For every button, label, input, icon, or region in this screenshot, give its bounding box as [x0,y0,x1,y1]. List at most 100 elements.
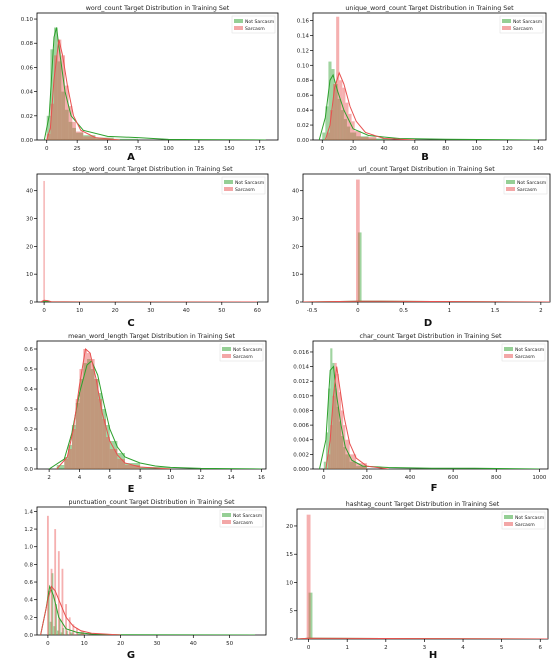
chart-title: word_count Target Distribution in Traini… [86,5,230,12]
histogram-bar [334,362,337,469]
y-tick-label: 5 [290,609,294,615]
x-tick-label: 20 [117,641,124,647]
y-tick-label: 0.000 [293,467,309,473]
plot-area [319,348,540,469]
x-tick-label: 4 [78,475,82,481]
histogram-bar [345,102,349,140]
histogram-bar [64,457,69,469]
histogram-bar [368,138,392,140]
histogram-bar [57,39,62,140]
chart-title: stop_word_count Target Distribution in T… [72,166,233,173]
histogram-bar [330,348,333,469]
histogram-bar [340,110,344,140]
kde-line-not-sarcasm [319,365,540,469]
kde-line-sarcasm [46,39,120,140]
histogram-bar [124,463,141,469]
histogram-bar [50,568,53,635]
y-tick-label: 0.012 [293,379,309,385]
y-tick-label: 0.6 [24,347,33,353]
legend-swatch [504,515,513,519]
histogram-bar [109,441,118,469]
legend-entry: Not Sarcasm [233,347,263,353]
chart-title: url_count Target Distribution in Trainin… [358,166,495,173]
y-tick-label: 0.010 [293,394,309,400]
x-tick-label: 1 [448,308,452,314]
legend-entry: Sarcasm [515,354,535,360]
x-tick-label: 5 [500,645,504,651]
legend-swatch [506,187,515,191]
histogram-bar [58,619,61,635]
histogram-bar [343,119,347,140]
histogram-bar [68,445,72,469]
x-tick-label: 10 [167,475,174,481]
histogram-bar [322,132,326,140]
histogram-bar [61,91,65,140]
histogram-bar [68,121,73,140]
legend-entry: Sarcasm [245,26,265,32]
histogram-bar [61,568,64,635]
histogram-bar [330,425,333,469]
y-tick-label: 30 [26,217,33,223]
y-tick-label: 0.002 [293,452,309,458]
chart-panel-1: 0 25 50 75 100 125 150 175 0.00 0.02 0.04 0.06 0.08 0… [21,5,279,152]
histogram-bar [49,621,52,635]
histogram-bar [124,465,141,469]
x-tick-label: 16 [258,475,265,481]
series-not-sarcasm [56,359,171,469]
x-tick-label: 2 [384,645,388,651]
plot-area [48,348,262,469]
panel-label: G [127,650,135,661]
axes-frame [312,340,549,470]
x-tick-label: 3 [423,645,427,651]
y-tick-label: 0.0 [24,633,33,639]
histogram-bar [346,126,351,140]
histogram-bar [343,447,346,469]
histogram-bar [54,27,58,140]
y-tick-label: 20 [292,244,299,250]
histogram-bar [71,429,76,469]
y-tick-label: 0.12 [297,48,309,54]
kde-line-sarcasm [324,71,415,140]
y-tick-label: 0.008 [293,408,309,414]
axes-frame [36,340,267,470]
legend-entry: Sarcasm [517,187,537,193]
histogram-bar [342,87,346,140]
histogram-bar [341,410,344,469]
plot-area [40,180,258,302]
x-tick-label: -0.5 [307,308,318,314]
x-tick-label: 150 [224,146,235,152]
legend-swatch [504,522,513,526]
legend-swatch [504,354,513,358]
x-tick-label: 140 [533,146,544,152]
legend-entry: Not Sarcasm [515,347,545,353]
y-tick-label: 20 [286,524,293,530]
histogram-bar [332,362,335,469]
x-tick-label: 200 [362,475,373,481]
histogram-bar [102,419,107,469]
y-tick-label: 10 [26,272,33,278]
legend-entry: Sarcasm [513,26,533,32]
x-tick-label: 2 [539,308,543,314]
histogram-bar [62,627,65,635]
x-tick-label: 20 [112,308,119,314]
histogram-bar [336,373,339,469]
legend-entry: Not Sarcasm [515,515,545,521]
histogram-bar [68,106,73,140]
histogram-bar [323,461,326,469]
x-tick-label: 10 [76,308,83,314]
x-tick-label: 125 [194,146,205,152]
histogram-bar [47,590,50,635]
y-tick-label: 0.0 [24,467,33,473]
histogram-bar [354,131,361,140]
histogram-bar [325,106,329,140]
plot-area [43,27,266,140]
x-tick-label: 10 [81,641,88,647]
panel-label: H [429,650,437,661]
kde-line-sarcasm [297,637,548,639]
histogram-bar [46,133,51,140]
legend-swatch [234,19,243,23]
histogram-bar [308,592,313,639]
series-not-sarcasm [322,61,392,140]
histogram-bar [83,135,96,140]
x-tick-label: 0 [321,146,325,152]
